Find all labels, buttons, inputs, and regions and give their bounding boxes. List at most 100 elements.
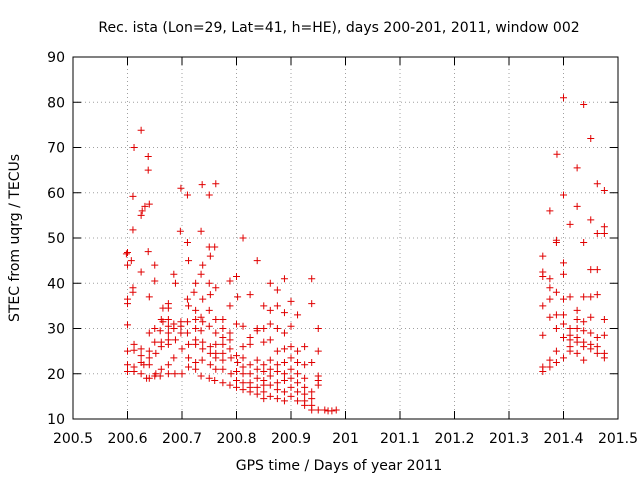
data-point xyxy=(177,322,185,330)
data-point xyxy=(177,329,185,337)
data-point xyxy=(183,295,191,303)
data-point xyxy=(206,343,214,351)
data-point xyxy=(233,367,240,375)
data-point xyxy=(600,354,608,362)
data-point xyxy=(253,257,261,265)
data-point xyxy=(260,367,268,375)
data-point xyxy=(246,334,254,342)
x-tick-label: 201.4 xyxy=(543,431,583,447)
data-point xyxy=(164,340,172,348)
data-point xyxy=(178,345,186,353)
data-point xyxy=(314,406,322,414)
data-point xyxy=(239,322,247,330)
data-point xyxy=(129,226,137,234)
data-point xyxy=(219,356,227,364)
data-point xyxy=(573,338,581,346)
data-point xyxy=(192,365,200,373)
data-point xyxy=(233,320,240,328)
data-point xyxy=(280,329,288,337)
x-tick-label: 200.9 xyxy=(271,431,311,447)
data-point xyxy=(185,340,193,348)
data-point xyxy=(546,363,554,371)
data-point xyxy=(156,327,164,335)
data-point xyxy=(137,211,145,219)
data-point xyxy=(192,315,200,323)
data-point xyxy=(266,320,274,328)
data-point xyxy=(266,279,274,287)
data-point xyxy=(566,336,574,344)
data-point xyxy=(600,229,608,237)
data-point xyxy=(219,340,227,348)
data-point xyxy=(233,352,240,360)
data-point xyxy=(183,329,191,337)
chart-title: Rec. ista (Lon=29, Lat=41, h=HE), days 2… xyxy=(98,20,579,36)
data-point xyxy=(560,259,567,267)
data-point xyxy=(587,313,595,321)
data-point xyxy=(246,388,254,396)
y-tick-label: 60 xyxy=(47,186,65,202)
data-point xyxy=(124,321,131,329)
data-point xyxy=(573,306,581,314)
data-point xyxy=(280,309,288,317)
data-point xyxy=(253,356,261,364)
data-point xyxy=(145,374,153,382)
y-tick-label: 80 xyxy=(47,95,65,111)
data-point xyxy=(212,180,220,188)
data-point xyxy=(124,367,131,375)
data-point xyxy=(137,352,145,360)
data-point xyxy=(183,191,191,199)
data-point xyxy=(287,322,295,330)
data-point xyxy=(546,207,554,215)
data-point xyxy=(246,340,254,348)
y-tick-label: 30 xyxy=(47,322,65,338)
data-point xyxy=(600,223,608,231)
data-point xyxy=(287,374,295,382)
data-point xyxy=(151,338,159,346)
data-point xyxy=(539,272,547,280)
data-point xyxy=(124,248,131,256)
data-point xyxy=(239,354,247,362)
data-point xyxy=(233,377,240,385)
data-point xyxy=(566,293,574,301)
data-point xyxy=(130,144,138,151)
x-tick-label: 200.5 xyxy=(53,431,93,447)
data-point xyxy=(234,293,242,301)
data-point xyxy=(273,379,281,387)
data-point xyxy=(141,202,149,210)
data-point xyxy=(233,383,240,391)
data-point xyxy=(226,302,234,310)
data-point xyxy=(152,349,160,357)
data-point xyxy=(130,346,138,354)
data-point xyxy=(151,261,159,269)
data-point xyxy=(552,239,560,247)
data-point xyxy=(573,202,581,210)
x-tick-label: 201 xyxy=(332,431,359,447)
data-point xyxy=(287,365,295,373)
data-point xyxy=(205,322,213,330)
data-point xyxy=(287,383,295,391)
data-point xyxy=(546,313,554,321)
data-point xyxy=(593,180,601,188)
data-point xyxy=(266,392,274,400)
data-point xyxy=(205,279,213,287)
y-axis-label: STEC from uqrg / TECUs xyxy=(7,154,23,322)
data-point xyxy=(199,338,207,346)
data-point xyxy=(192,340,200,348)
data-point xyxy=(164,329,172,337)
x-tick-label: 201.5 xyxy=(598,431,638,447)
data-point xyxy=(328,407,336,415)
data-point xyxy=(593,291,601,299)
data-point xyxy=(164,361,172,369)
data-point xyxy=(566,220,574,228)
data-point xyxy=(176,227,184,235)
x-tick-label: 200.8 xyxy=(216,431,256,447)
data-point xyxy=(206,252,214,260)
data-point xyxy=(157,343,165,351)
x-tick-label: 200.7 xyxy=(162,431,202,447)
data-point xyxy=(280,275,288,283)
data-point xyxy=(552,311,560,319)
x-tick-label: 201.2 xyxy=(434,431,474,447)
data-point xyxy=(157,365,165,373)
data-point xyxy=(308,388,316,396)
data-point xyxy=(314,325,322,332)
